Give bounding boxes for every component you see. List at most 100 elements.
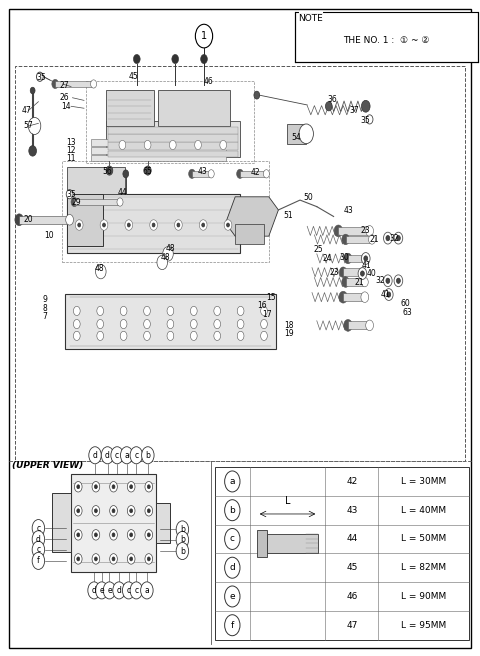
- Text: c: c: [115, 451, 119, 460]
- Bar: [71, 474, 156, 572]
- Bar: [338, 227, 370, 235]
- Text: b: b: [180, 546, 185, 556]
- Text: 35: 35: [66, 190, 76, 199]
- Circle shape: [237, 169, 243, 178]
- Bar: [215, 467, 469, 640]
- Circle shape: [73, 306, 80, 316]
- Text: L = 50MM: L = 50MM: [401, 535, 446, 543]
- Bar: [158, 90, 230, 126]
- Text: d: d: [36, 535, 41, 544]
- Circle shape: [225, 557, 240, 578]
- Text: e: e: [229, 592, 235, 601]
- Circle shape: [31, 121, 38, 131]
- Circle shape: [225, 471, 240, 492]
- Circle shape: [100, 220, 108, 230]
- Text: L = 90MM: L = 90MM: [401, 592, 446, 601]
- Bar: [19, 216, 70, 224]
- Circle shape: [95, 557, 97, 561]
- Bar: [240, 171, 266, 177]
- Text: c: c: [36, 523, 40, 533]
- Circle shape: [150, 220, 157, 230]
- Bar: [106, 90, 154, 126]
- Circle shape: [144, 331, 150, 340]
- Text: c: c: [127, 586, 131, 595]
- Circle shape: [120, 319, 127, 329]
- Circle shape: [144, 319, 150, 329]
- Text: c: c: [134, 451, 138, 460]
- Bar: [192, 171, 211, 177]
- Bar: [67, 194, 103, 246]
- Circle shape: [237, 306, 244, 316]
- Text: a: a: [229, 477, 235, 486]
- Circle shape: [191, 306, 197, 316]
- Text: 65: 65: [142, 167, 152, 176]
- Circle shape: [199, 220, 207, 230]
- Circle shape: [325, 102, 332, 111]
- Circle shape: [220, 140, 227, 150]
- Circle shape: [396, 236, 400, 241]
- Circle shape: [103, 582, 116, 599]
- Bar: [295, 12, 478, 62]
- Circle shape: [169, 140, 176, 150]
- Text: c: c: [230, 535, 235, 543]
- Text: 35: 35: [361, 115, 371, 125]
- Circle shape: [106, 166, 113, 175]
- Text: 36: 36: [328, 95, 337, 104]
- Text: 32: 32: [390, 234, 399, 243]
- Circle shape: [66, 190, 73, 199]
- Circle shape: [32, 552, 45, 569]
- Circle shape: [147, 557, 150, 561]
- Circle shape: [127, 506, 135, 516]
- Circle shape: [342, 277, 349, 287]
- Bar: [108, 142, 238, 150]
- Circle shape: [109, 506, 117, 516]
- Circle shape: [358, 268, 367, 279]
- Text: 26: 26: [59, 93, 69, 102]
- Circle shape: [386, 236, 390, 241]
- Bar: [55, 81, 94, 87]
- Circle shape: [133, 54, 140, 64]
- Text: 48: 48: [160, 253, 170, 262]
- Circle shape: [299, 124, 313, 144]
- Circle shape: [28, 117, 41, 134]
- Bar: [91, 155, 226, 161]
- Circle shape: [78, 223, 81, 227]
- Bar: [346, 236, 372, 243]
- Circle shape: [344, 319, 352, 331]
- Circle shape: [119, 140, 126, 150]
- Circle shape: [195, 140, 202, 150]
- Circle shape: [191, 319, 197, 329]
- Circle shape: [261, 319, 267, 329]
- Text: 57: 57: [23, 121, 33, 131]
- Circle shape: [130, 533, 132, 537]
- Circle shape: [74, 529, 82, 540]
- Bar: [346, 278, 365, 286]
- Circle shape: [130, 582, 143, 599]
- Circle shape: [147, 509, 150, 513]
- Circle shape: [361, 253, 370, 264]
- Circle shape: [112, 509, 115, 513]
- Circle shape: [224, 220, 232, 230]
- Circle shape: [32, 531, 45, 548]
- Text: 46: 46: [204, 77, 214, 87]
- Circle shape: [384, 289, 393, 300]
- Bar: [257, 530, 267, 556]
- Text: d: d: [117, 586, 121, 595]
- Text: L = 95MM: L = 95MM: [401, 621, 446, 630]
- Circle shape: [52, 79, 59, 89]
- Circle shape: [120, 306, 127, 316]
- Circle shape: [74, 554, 82, 564]
- Circle shape: [360, 271, 364, 276]
- Text: 23: 23: [361, 226, 371, 236]
- Circle shape: [88, 582, 100, 599]
- Circle shape: [176, 531, 189, 548]
- Bar: [67, 167, 125, 194]
- Circle shape: [111, 447, 123, 464]
- Circle shape: [73, 331, 80, 340]
- Text: d: d: [105, 451, 110, 460]
- Bar: [65, 294, 276, 349]
- Circle shape: [339, 267, 347, 277]
- Circle shape: [122, 582, 135, 599]
- Text: (UPPER VIEW): (UPPER VIEW): [12, 461, 83, 470]
- Circle shape: [177, 223, 180, 227]
